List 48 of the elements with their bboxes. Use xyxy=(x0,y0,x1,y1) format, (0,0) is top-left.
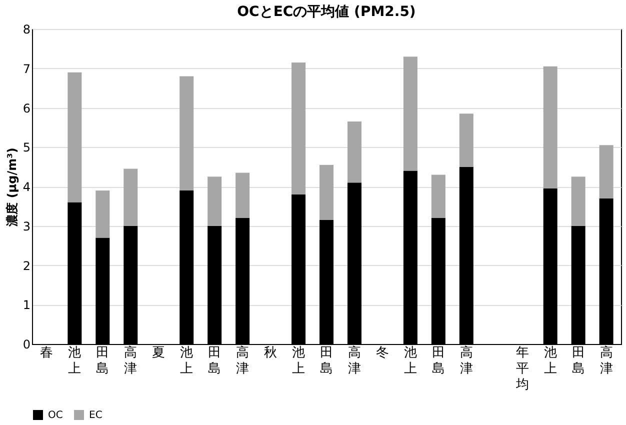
y-tick-label: 7 xyxy=(22,62,30,76)
x-tick-label: 秋 xyxy=(264,346,278,360)
x-tick-label: 高津 xyxy=(600,344,613,376)
y-axis-title: 濃度 (μg/m³) xyxy=(4,148,19,228)
chart-title: OCとECの平均値 (PM2.5) xyxy=(237,4,416,20)
bar xyxy=(543,66,558,188)
y-tick-label: 2 xyxy=(22,258,30,273)
x-tick-label: 高津 xyxy=(236,344,250,376)
bar xyxy=(208,176,222,226)
bar xyxy=(403,56,418,171)
bar xyxy=(180,76,194,190)
bar xyxy=(292,62,306,194)
x-tick-label: 春 xyxy=(40,346,54,360)
y-tick-label: 6 xyxy=(22,101,30,116)
bar xyxy=(347,122,362,183)
x-tick-label: 年平均 xyxy=(514,346,529,392)
x-tick-label: 高津 xyxy=(124,344,138,376)
bar xyxy=(431,174,446,218)
x-tick-label: 池上 xyxy=(68,346,82,376)
legend-label: OC xyxy=(48,410,63,421)
x-tick-label: 高津 xyxy=(460,344,473,376)
x-tick-label: 池上 xyxy=(544,346,557,376)
y-tick-label: 8 xyxy=(22,22,30,36)
y-tick-label: 5 xyxy=(22,140,30,155)
x-tick-label: 田島 xyxy=(432,346,445,376)
bar xyxy=(459,114,474,167)
bar xyxy=(599,145,614,198)
bar xyxy=(96,190,110,238)
x-tick-label: 池上 xyxy=(180,346,194,376)
bar xyxy=(320,164,334,220)
legend-label: EC xyxy=(89,410,102,421)
x-tick-label: 田島 xyxy=(208,346,222,376)
x-tick-label: 田島 xyxy=(320,346,333,376)
x-tick-label: 池上 xyxy=(404,346,417,376)
x-tick-label: 田島 xyxy=(572,346,585,376)
x-tick-label: 田島 xyxy=(96,346,110,376)
x-tick-label: 高津 xyxy=(348,344,361,376)
x-tick-label: 池上 xyxy=(292,346,306,376)
y-tick-label: 3 xyxy=(22,219,30,234)
bar xyxy=(124,168,138,226)
x-tick-label: 夏 xyxy=(152,346,166,360)
x-tick-label: 冬 xyxy=(376,346,389,360)
bar xyxy=(68,72,82,202)
y-tick-label: 1 xyxy=(22,298,30,312)
bar xyxy=(571,176,586,226)
y-tick-label: 4 xyxy=(22,180,30,194)
y-tick-label: 0 xyxy=(22,338,30,352)
bar xyxy=(236,172,250,218)
